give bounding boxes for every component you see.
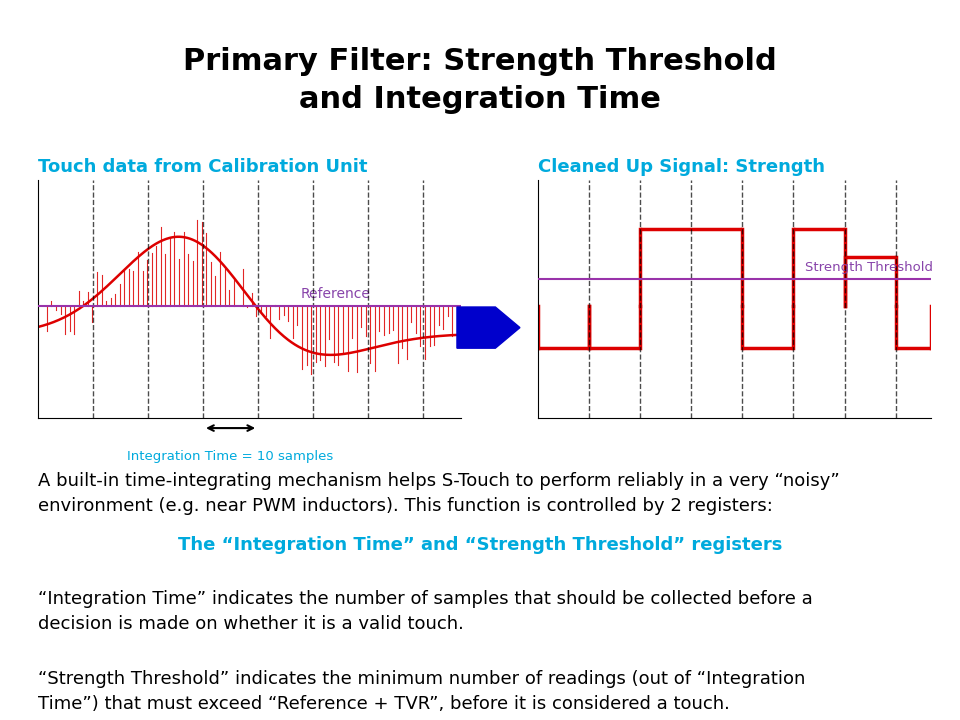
Text: “Strength Threshold” indicates the minimum number of readings (out of “Integrati: “Strength Threshold” indicates the minim… xyxy=(38,670,805,713)
Text: Primary Filter: Strength Threshold
and Integration Time: Primary Filter: Strength Threshold and I… xyxy=(183,47,777,114)
Text: Touch data from Calibration Unit: Touch data from Calibration Unit xyxy=(38,158,368,176)
Text: Strength Threshold: Strength Threshold xyxy=(805,261,933,274)
Text: Integration Time = 10 samples: Integration Time = 10 samples xyxy=(128,450,334,463)
Text: Cleaned Up Signal: Strength: Cleaned Up Signal: Strength xyxy=(538,158,825,176)
Text: A built-in time-integrating mechanism helps S-Touch to perform reliably in a ver: A built-in time-integrating mechanism he… xyxy=(38,472,840,515)
Text: The “Integration Time” and “Strength Threshold” registers: The “Integration Time” and “Strength Thr… xyxy=(178,536,782,554)
FancyArrow shape xyxy=(457,307,520,348)
Text: Reference: Reference xyxy=(300,287,371,301)
Text: “Integration Time” indicates the number of samples that should be collected befo: “Integration Time” indicates the number … xyxy=(38,590,813,634)
